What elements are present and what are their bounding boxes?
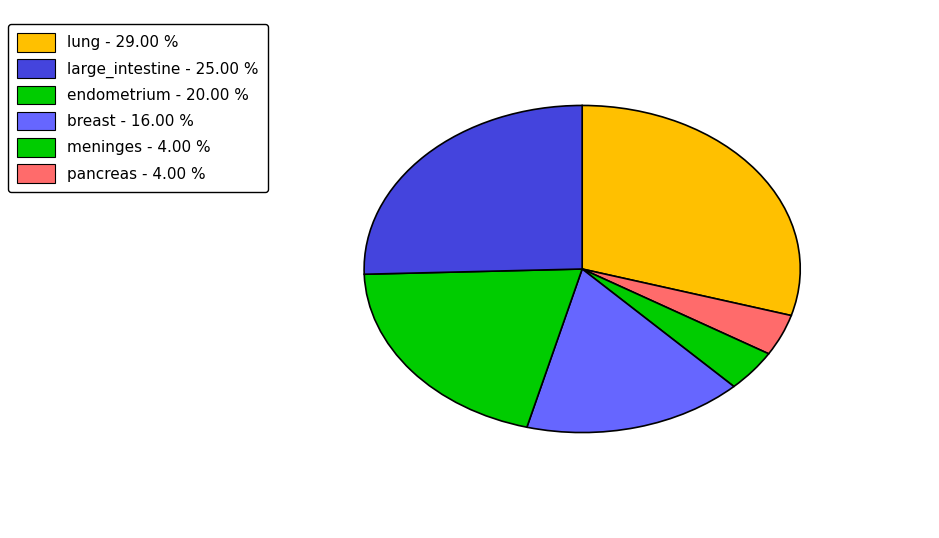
Legend: lung - 29.00 %, large_intestine - 25.00 %, endometrium - 20.00 %, breast - 16.00: lung - 29.00 %, large_intestine - 25.00 … [8, 24, 268, 192]
Wedge shape [582, 105, 800, 315]
Wedge shape [582, 269, 792, 354]
Wedge shape [364, 105, 582, 274]
Wedge shape [582, 269, 769, 386]
Wedge shape [364, 269, 582, 427]
Wedge shape [527, 269, 734, 433]
